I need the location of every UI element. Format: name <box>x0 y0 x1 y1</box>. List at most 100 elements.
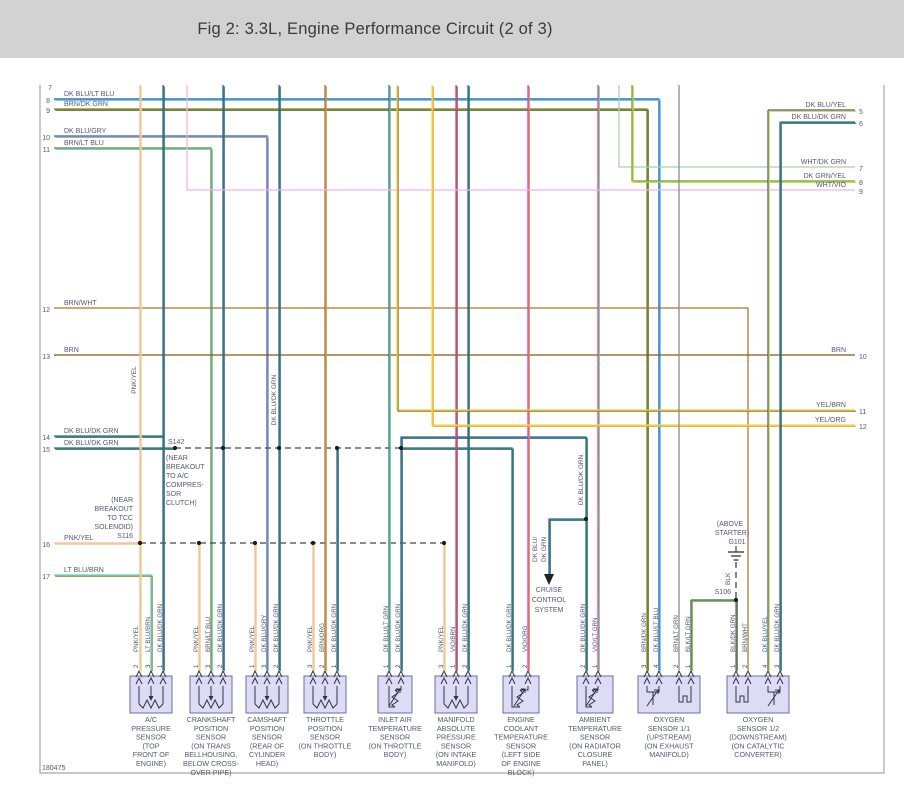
svg-text:POSITION: POSITION <box>250 724 284 733</box>
svg-text:DK BLU/DK GRN: DK BLU/DK GRN <box>157 604 164 652</box>
svg-text:BLK/DK GRN: BLK/DK GRN <box>730 615 737 652</box>
svg-text:DK BLU/DK GRN: DK BLU/DK GRN <box>217 604 224 652</box>
cruise-control-link <box>544 574 554 585</box>
svg-text:11: 11 <box>859 409 866 416</box>
svg-text:POSITION: POSITION <box>308 724 342 733</box>
svg-text:3: 3 <box>146 664 152 668</box>
svg-text:SENSOR 1/2: SENSOR 1/2 <box>737 724 779 733</box>
svg-text:2: 2 <box>218 664 224 668</box>
svg-text:1: 1 <box>686 664 692 668</box>
svg-text:DK BLU/DK GRN: DK BLU/DK GRN <box>506 604 513 652</box>
svg-text:VIO/ORG: VIO/ORG <box>522 625 529 652</box>
svg-text:13: 13 <box>42 354 50 361</box>
svg-text:(ON EXHAUST: (ON EXHAUST <box>644 741 694 750</box>
svg-text:10: 10 <box>859 354 867 361</box>
sensor-box <box>576 675 614 714</box>
svg-text:DK BLU/YEL: DK BLU/YEL <box>806 102 847 109</box>
svg-text:PRESSURE: PRESSURE <box>436 733 476 742</box>
svg-text:7: 7 <box>48 85 52 92</box>
sensor-box <box>726 675 790 714</box>
svg-text:CLUTCH): CLUTCH) <box>166 500 197 507</box>
svg-text:CAMSHAFT: CAMSHAFT <box>247 715 287 724</box>
svg-text:BRN/LT BLU: BRN/LT BLU <box>205 617 212 652</box>
svg-text:DK BLU/LT BLU: DK BLU/LT BLU <box>64 91 114 98</box>
svg-text:1: 1 <box>507 664 513 668</box>
svg-text:ENGINE: ENGINE <box>507 715 535 724</box>
svg-text:BREAKOUT: BREAKOUT <box>166 464 205 471</box>
sensor-crankshaft-position-sensor-on-: 1 PNK/YEL 3 BRN/LT BLU 2 DK BLU/DK GRN CRANKSH… <box>183 604 240 777</box>
sensor-throttle-position-sensor-on-th: 3 PNK/YEL 2 BRN/ORG 1 DK BLU/DK GRN THROTTLEPO… <box>299 604 352 759</box>
svg-text:3: 3 <box>642 664 648 668</box>
svg-text:10: 10 <box>42 135 50 142</box>
row-labels: DK BLU/LT BLU 8 BRN/DK GRN 9 DK BLU/GRY 10 BRN… <box>42 91 867 581</box>
svg-text:CYLINDER: CYLINDER <box>249 750 285 759</box>
svg-text:180475: 180475 <box>42 765 65 772</box>
svg-text:SENSOR 1/1: SENSOR 1/1 <box>648 724 690 733</box>
svg-text:15: 15 <box>42 447 50 454</box>
svg-text:SENSOR: SENSOR <box>441 741 471 750</box>
svg-text:8: 8 <box>859 180 863 187</box>
svg-text:G101: G101 <box>728 539 745 546</box>
svg-text:TO TCC: TO TCC <box>107 515 133 522</box>
svg-text:INLET AIR: INLET AIR <box>378 715 412 724</box>
svg-text:BRN/ORG: BRN/ORG <box>319 623 326 652</box>
svg-text:(NEAR: (NEAR <box>166 455 188 462</box>
svg-text:BRN/DK GRN: BRN/DK GRN <box>64 101 108 108</box>
svg-text:PNK/YEL: PNK/YEL <box>438 625 445 652</box>
svg-text:2: 2 <box>743 664 749 668</box>
svg-text:BREAKOUT: BREAKOUT <box>94 506 133 513</box>
svg-text:TEMPERATURE: TEMPERATURE <box>368 724 422 733</box>
svg-text:SENSOR: SENSOR <box>196 733 226 742</box>
svg-text:2: 2 <box>463 664 469 668</box>
svg-text:LT BLU/BRN: LT BLU/BRN <box>64 567 104 574</box>
svg-text:(NEAR: (NEAR <box>111 497 133 504</box>
svg-text:DK BLU/DK GRN: DK BLU/DK GRN <box>792 114 846 121</box>
svg-text:BRN/WHT: BRN/WHT <box>64 300 97 307</box>
svg-text:PRESSURE: PRESSURE <box>131 724 171 733</box>
svg-text:DK BLU/DK GRN: DK BLU/DK GRN <box>580 604 587 652</box>
svg-text:(REAR OF: (REAR OF <box>250 741 285 750</box>
svg-text:SENSOR: SENSOR <box>252 733 282 742</box>
svg-text:BRN/LT BLU: BRN/LT BLU <box>64 140 104 147</box>
svg-text:CRANKSHAFT: CRANKSHAFT <box>187 715 236 724</box>
svg-text:PNK/YEL: PNK/YEL <box>249 625 256 652</box>
svg-text:12: 12 <box>859 424 867 431</box>
svg-text:BRN/LT GRN: BRN/LT GRN <box>673 615 680 652</box>
svg-text:BODY): BODY) <box>384 750 407 759</box>
svg-text:(LEFT SIDE: (LEFT SIDE <box>502 750 541 759</box>
svg-text:TO A/C: TO A/C <box>166 473 189 480</box>
svg-text:PNK/YEL: PNK/YEL <box>131 366 138 394</box>
svg-text:(ON THROTTLE: (ON THROTTLE <box>299 741 352 750</box>
svg-text:PNK/YEL: PNK/YEL <box>193 625 200 652</box>
svg-text:3: 3 <box>206 664 212 668</box>
svg-text:DK BLU/LT BLU: DK BLU/LT BLU <box>653 608 660 652</box>
svg-text:(ABOVE: (ABOVE <box>717 521 744 528</box>
annotations: 180475 7 S142 (NEAR BREAKOUT TO A/C COMPRES- SO… <box>42 85 749 772</box>
svg-text:SENSOR: SENSOR <box>136 733 166 742</box>
svg-text:DK BLU/DK GRN: DK BLU/DK GRN <box>331 604 338 652</box>
svg-text:TEMPERATURE: TEMPERATURE <box>494 733 548 742</box>
svg-text:1: 1 <box>451 664 457 668</box>
svg-text:DK BLU/DK GRN: DK BLU/DK GRN <box>395 604 402 652</box>
sensor-manifold-absolute-pressure-sen: 3 PNK/YEL 1 VIO/BRN 2 DK BLU/DK GRN MANIFOLDAB… <box>434 604 478 768</box>
svg-text:(ON CATALYTIC: (ON CATALYTIC <box>731 741 784 750</box>
svg-text:OXYGEN: OXYGEN <box>654 715 685 724</box>
svg-text:(ON THROTTLE: (ON THROTTLE <box>369 741 422 750</box>
svg-text:DK BLU/DK GRN: DK BLU/DK GRN <box>462 604 469 652</box>
svg-text:2: 2 <box>674 664 680 668</box>
svg-text:YEL/BRN: YEL/BRN <box>816 402 846 409</box>
svg-text:DK BLU/DK GRN: DK BLU/DK GRN <box>273 604 280 652</box>
svg-text:ENGINE): ENGINE) <box>136 759 166 768</box>
svg-text:MANIFOLD): MANIFOLD) <box>436 759 476 768</box>
svg-text:(UPSTREAM): (UPSTREAM) <box>647 733 692 742</box>
svg-text:YEL/ORG: YEL/ORG <box>815 417 846 424</box>
ground-symbol-g101 <box>728 546 744 561</box>
svg-text:9: 9 <box>859 189 863 196</box>
svg-text:BLK: BLK <box>725 572 732 585</box>
svg-text:BODY): BODY) <box>314 750 337 759</box>
svg-text:DK BLU/DK GRN: DK BLU/DK GRN <box>578 454 585 505</box>
svg-text:SOLENOID): SOLENOID) <box>94 524 133 531</box>
svg-text:4: 4 <box>763 664 769 668</box>
svg-text:TEMPERATURE: TEMPERATURE <box>568 724 622 733</box>
svg-text:AMBIENT: AMBIENT <box>579 715 612 724</box>
